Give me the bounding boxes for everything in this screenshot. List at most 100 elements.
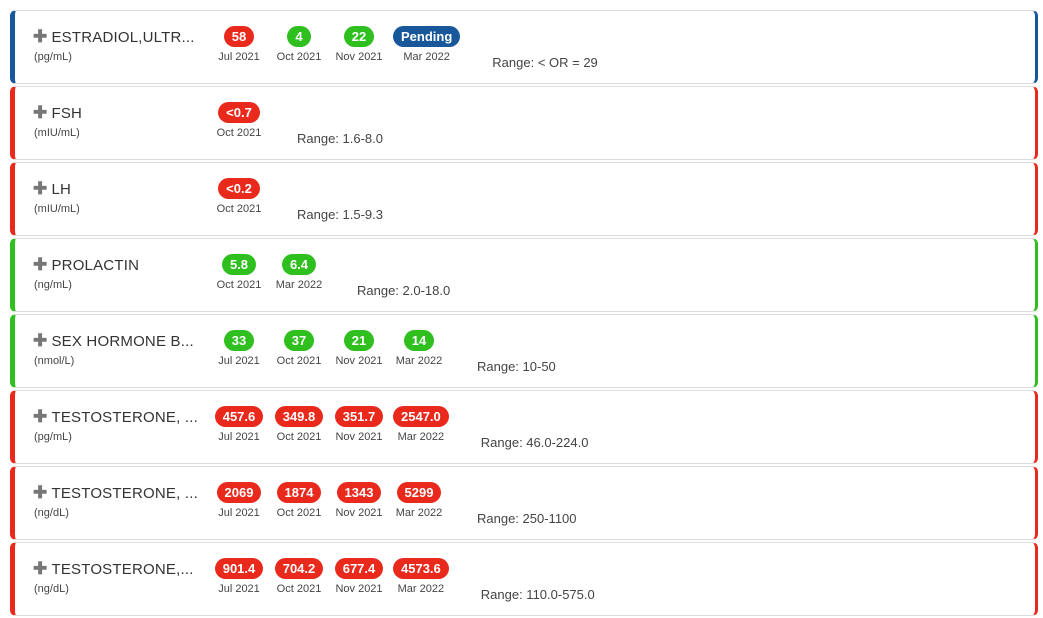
test-name[interactable]: ✚ TESTOSTERONE,... (33, 559, 194, 579)
result-item[interactable]: 2547.0 Mar 2022 (393, 406, 449, 443)
result-item[interactable]: 4 Oct 2021 (273, 26, 325, 63)
result-item[interactable]: 351.7 Nov 2021 (333, 406, 385, 443)
test-unit: (pg/mL) (34, 431, 72, 443)
test-name[interactable]: ✚ SEX HORMONE B... (33, 331, 194, 351)
result-badge[interactable]: 5299 (396, 482, 442, 503)
result-badge[interactable]: 704.2 (274, 558, 324, 579)
result-item[interactable]: 58 Jul 2021 (213, 26, 265, 63)
expand-plus-icon[interactable]: ✚ (33, 179, 48, 198)
result-badge[interactable]: 2069 (216, 482, 262, 503)
test-row[interactable]: ✚ TESTOSTERONE, ... (ng/dL) 2069 Jul 2021 18… (10, 466, 1038, 540)
test-name[interactable]: ✚ LH (33, 179, 71, 199)
test-row[interactable]: ✚ TESTOSTERONE, ... (pg/mL) 457.6 Jul 2021 3… (10, 390, 1038, 464)
test-row[interactable]: ✚ PROLACTIN (ng/mL) 5.8 Oct 2021 6.4 Mar 2022… (10, 238, 1038, 312)
result-date: Jul 2021 (218, 355, 260, 367)
result-item[interactable]: 22 Nov 2021 (333, 26, 385, 63)
reference-range: Range: 10-50 (477, 359, 556, 374)
expand-plus-icon[interactable]: ✚ (33, 27, 48, 46)
result-date: Oct 2021 (276, 583, 322, 595)
reference-range: Range: < OR = 29 (492, 55, 598, 70)
result-item[interactable]: 349.8 Oct 2021 (273, 406, 325, 443)
expand-plus-icon[interactable]: ✚ (33, 331, 48, 350)
expand-plus-icon[interactable]: ✚ (33, 483, 48, 502)
results: 901.4 Jul 2021 704.2 Oct 2021 677.4 Nov 2021 4… (213, 558, 595, 602)
result-badge[interactable]: 349.8 (274, 406, 324, 427)
result-item[interactable]: 677.4 Nov 2021 (333, 558, 385, 595)
result-date: Mar 2022 (395, 355, 443, 367)
result-badge[interactable]: 351.7 (334, 406, 384, 427)
result-item[interactable]: Pending Mar 2022 (393, 26, 461, 63)
result-badge[interactable]: 457.6 (214, 406, 264, 427)
test-name[interactable]: ✚ ESTRADIOL,ULTR... (33, 27, 195, 47)
reference-range: Range: 1.6-8.0 (297, 131, 384, 146)
result-item[interactable]: 21 Nov 2021 (333, 330, 385, 367)
result-badge[interactable]: 2547.0 (393, 406, 449, 427)
result-item[interactable]: 901.4 Jul 2021 (213, 558, 265, 595)
reference-range: Range: 2.0-18.0 (357, 283, 451, 298)
result-date: Oct 2021 (216, 279, 262, 291)
result-date: Jul 2021 (218, 507, 260, 519)
test-row[interactable]: ✚ FSH (mIU/mL) <0.7 Oct 2021 Range: 1.6-8.0 (10, 86, 1038, 160)
test-name-label: TESTOSTERONE, ... (51, 485, 198, 502)
result-badge[interactable]: 677.4 (334, 558, 384, 579)
result-item[interactable]: 33 Jul 2021 (213, 330, 265, 367)
test-row[interactable]: ✚ ESTRADIOL,ULTR... (pg/mL) 58 Jul 2021 4 Oct… (10, 10, 1038, 84)
expand-plus-icon[interactable]: ✚ (33, 559, 48, 578)
test-row[interactable]: ✚ SEX HORMONE B... (nmol/L) 33 Jul 2021 37 Oc… (10, 314, 1038, 388)
expand-plus-icon[interactable]: ✚ (33, 407, 48, 426)
result-badge[interactable]: 1874 (276, 482, 322, 503)
result-date: Nov 2021 (335, 51, 383, 63)
result-badge[interactable]: 901.4 (214, 558, 264, 579)
result-date: Oct 2021 (216, 127, 262, 139)
result-badge[interactable]: 37 (283, 330, 315, 351)
result-badge[interactable]: 14 (403, 330, 435, 351)
test-name-label: ESTRADIOL,ULTR... (51, 29, 195, 46)
result-date: Mar 2022 (395, 507, 443, 519)
result-item[interactable]: 37 Oct 2021 (273, 330, 325, 367)
result-badge[interactable]: 21 (343, 330, 375, 351)
test-name[interactable]: ✚ TESTOSTERONE, ... (33, 407, 198, 427)
results: 5.8 Oct 2021 6.4 Mar 2022 Range: 2.0-18.0 (213, 254, 450, 298)
result-date: Jul 2021 (218, 51, 260, 63)
result-item[interactable]: 1874 Oct 2021 (273, 482, 325, 519)
result-date: Nov 2021 (335, 507, 383, 519)
result-item[interactable]: 1343 Nov 2021 (333, 482, 385, 519)
result-badge[interactable]: 4 (287, 26, 311, 47)
result-badge[interactable]: 1343 (336, 482, 382, 503)
result-badge[interactable]: 22 (343, 26, 375, 47)
result-date: Oct 2021 (276, 431, 322, 443)
reference-range: Range: 46.0-224.0 (480, 435, 589, 450)
results: <0.2 Oct 2021 Range: 1.5-9.3 (213, 178, 383, 222)
result-badge[interactable]: <0.7 (218, 102, 260, 123)
result-badge[interactable]: 58 (223, 26, 255, 47)
result-item[interactable]: 5.8 Oct 2021 (213, 254, 265, 291)
result-badge[interactable]: 4573.6 (393, 558, 449, 579)
result-item[interactable]: <0.7 Oct 2021 (213, 102, 265, 139)
result-item[interactable]: 5299 Mar 2022 (393, 482, 445, 519)
expand-plus-icon[interactable]: ✚ (33, 103, 48, 122)
test-name-label: TESTOSTERONE,... (51, 561, 194, 578)
results: 58 Jul 2021 4 Oct 2021 22 Nov 2021 Pending Mar … (213, 26, 598, 70)
result-item[interactable]: 14 Mar 2022 (393, 330, 445, 367)
reference-range: Range: 110.0-575.0 (480, 587, 595, 602)
expand-plus-icon[interactable]: ✚ (33, 255, 48, 274)
reference-range: Range: 250-1100 (477, 511, 577, 526)
result-item[interactable]: 2069 Jul 2021 (213, 482, 265, 519)
test-name[interactable]: ✚ TESTOSTERONE, ... (33, 483, 198, 503)
result-badge[interactable]: 6.4 (281, 254, 317, 275)
result-item[interactable]: 704.2 Oct 2021 (273, 558, 325, 595)
result-badge[interactable]: <0.2 (218, 178, 260, 199)
test-name[interactable]: ✚ FSH (33, 103, 82, 123)
result-item[interactable]: 457.6 Jul 2021 (213, 406, 265, 443)
result-item[interactable]: 6.4 Mar 2022 (273, 254, 325, 291)
result-badge[interactable]: 5.8 (221, 254, 257, 275)
result-item[interactable]: 4573.6 Mar 2022 (393, 558, 449, 595)
result-date: Oct 2021 (276, 51, 322, 63)
test-row[interactable]: ✚ TESTOSTERONE,... (ng/dL) 901.4 Jul 2021 70… (10, 542, 1038, 616)
result-badge[interactable]: 33 (223, 330, 255, 351)
test-name-label: FSH (51, 105, 83, 122)
result-badge[interactable]: Pending (393, 26, 461, 47)
result-item[interactable]: <0.2 Oct 2021 (213, 178, 265, 215)
test-name[interactable]: ✚ PROLACTIN (33, 255, 139, 275)
test-row[interactable]: ✚ LH (mIU/mL) <0.2 Oct 2021 Range: 1.5-9.3 (10, 162, 1038, 236)
